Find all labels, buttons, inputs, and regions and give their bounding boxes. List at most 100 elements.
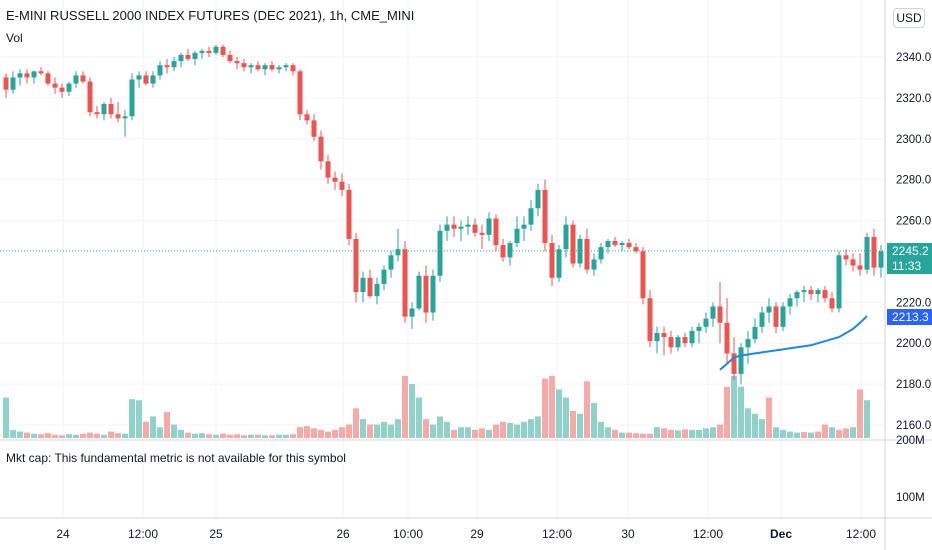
candle-body <box>262 65 268 70</box>
volume-bar <box>388 424 394 438</box>
volume-bar <box>696 429 702 438</box>
symbol-title: E-MINI RUSSELL 2000 INDEX FUTURES (DEC 2… <box>6 8 415 23</box>
candle-body <box>654 333 660 342</box>
volume-bar <box>843 428 849 438</box>
volume-bar <box>129 399 135 438</box>
candle-body <box>304 114 310 121</box>
volume-bar <box>262 435 268 438</box>
volume-bar <box>780 429 786 438</box>
candle-body <box>745 339 751 348</box>
volume-bar <box>325 431 331 438</box>
volume-bar <box>731 376 737 438</box>
time-tick-label: 12:00 <box>693 527 723 541</box>
volume-bar <box>339 427 345 438</box>
candle-body <box>164 65 170 68</box>
currency-button[interactable]: USD <box>893 8 925 28</box>
candle-body <box>738 347 744 374</box>
volume-bar <box>815 431 821 438</box>
candle-body <box>73 75 79 84</box>
candle-body <box>395 249 401 256</box>
fundamental-note: Mkt cap: This fundamental metric is not … <box>6 451 346 465</box>
volume-bar <box>164 412 170 438</box>
volume-bar <box>66 434 72 438</box>
candle-body <box>668 337 674 348</box>
candle-body <box>458 226 464 229</box>
candle-body <box>472 224 478 233</box>
candle-body <box>31 71 37 78</box>
candle-body <box>857 265 863 270</box>
candle-body <box>843 255 849 260</box>
candle-body <box>402 249 408 317</box>
candle-body <box>10 77 16 90</box>
price-tick-label: 2280.0 <box>896 175 931 187</box>
candle-body <box>3 77 9 90</box>
last-price-tag: 2245.2 11:33 <box>887 243 932 274</box>
candle-body <box>549 243 555 278</box>
volume-bar <box>108 431 114 438</box>
volume-bar <box>507 422 513 438</box>
candle-body <box>836 255 842 309</box>
volume-bar <box>10 429 16 438</box>
volume-tick-label: 100M <box>896 492 925 504</box>
candle-body <box>290 65 296 72</box>
candle-body <box>178 54 184 62</box>
time-tick-label: 25 <box>209 527 223 541</box>
candle-body <box>465 224 471 227</box>
volume-bar <box>115 433 121 438</box>
candle-body <box>248 65 254 68</box>
candle-body <box>696 326 702 331</box>
volume-bar <box>647 433 653 438</box>
volume-bar <box>535 416 541 438</box>
volume-bar <box>640 433 646 438</box>
candle-body <box>444 224 450 231</box>
candle-body <box>661 333 667 338</box>
volume-bar <box>857 389 863 438</box>
volume-bar <box>661 428 667 438</box>
volume-label: Vol <box>6 31 23 45</box>
volume-bar <box>752 413 758 438</box>
volume-bar <box>409 384 415 438</box>
candle-body <box>500 245 506 258</box>
volume-bar <box>157 427 163 438</box>
moving-average-line <box>719 315 868 371</box>
candle-body <box>822 290 828 299</box>
volume-bar <box>542 378 548 438</box>
candle-body <box>794 292 800 299</box>
volume-bar <box>311 428 317 438</box>
candle-body <box>52 83 58 88</box>
volume-bar <box>80 433 86 438</box>
volume-bar <box>59 435 65 438</box>
volume-bar <box>605 427 611 438</box>
volume-bar <box>801 432 807 438</box>
price-tick-label: 2160.0 <box>896 420 931 432</box>
volume-bar <box>227 434 233 438</box>
volume-bar <box>717 424 723 438</box>
volume-bar <box>766 397 772 438</box>
candle-body <box>157 65 163 76</box>
volume-bar <box>402 376 408 438</box>
volume-bar <box>297 427 303 438</box>
volume-bar <box>619 432 625 438</box>
time-tick-label: 12:00 <box>128 527 158 541</box>
volume-bar <box>612 429 618 438</box>
candle-body <box>850 259 856 266</box>
volume-bar <box>486 429 492 438</box>
candle-body <box>514 228 520 244</box>
volume-bar <box>213 434 219 438</box>
volume-bar <box>479 428 485 438</box>
price-tick-label: 2180.0 <box>896 379 931 391</box>
volume-bar <box>353 408 359 438</box>
volume-bar <box>185 432 191 438</box>
time-tick-label: 29 <box>470 527 484 541</box>
volume-bar <box>374 424 380 438</box>
candle-body <box>605 241 611 248</box>
candle-body <box>451 224 457 229</box>
volume-bar <box>3 397 9 438</box>
volume-bar <box>822 424 828 438</box>
candle-body <box>780 306 786 327</box>
time-tick-label: 10:00 <box>393 527 423 541</box>
volume-bar <box>73 434 79 438</box>
candle-body <box>318 136 324 162</box>
